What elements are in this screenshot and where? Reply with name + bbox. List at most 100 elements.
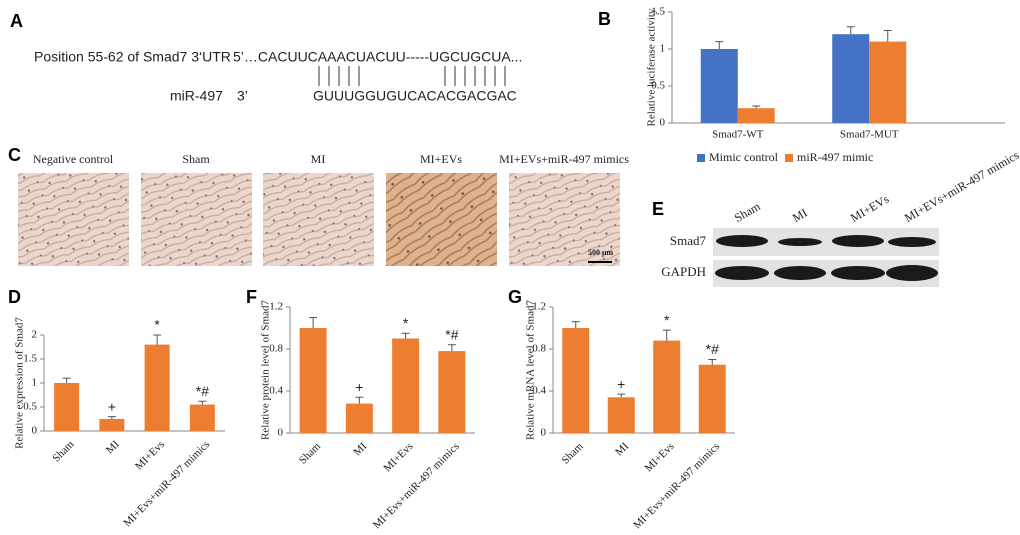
- annotation: +: [355, 379, 363, 395]
- bar: [737, 108, 775, 123]
- micrograph-label: Sham: [182, 152, 210, 166]
- y-tick-label: 0.4: [269, 385, 283, 397]
- y-axis-label: Relative protein level of Smad7: [260, 300, 272, 440]
- y-tick-label: 0.8: [532, 343, 546, 355]
- pairing-lines: [318, 66, 506, 86]
- error-bar: [401, 332, 410, 339]
- panel-e: E Smad7 GAPDH Sham MI MI+EVs MI+EVs+miR-497…: [652, 148, 1020, 287]
- panel-label: B: [598, 9, 611, 29]
- micrograph: [263, 173, 374, 266]
- micrograph-label: MI+EVs+miR-497 mimics: [499, 152, 629, 166]
- x-tick-label: MI+Evs: [643, 440, 677, 474]
- micrograph: [509, 173, 620, 266]
- bar: [392, 338, 420, 433]
- micrograph-label: MI: [311, 152, 326, 166]
- y-tick-label: 1.5: [651, 6, 665, 18]
- mirna-sequence: GUUUGGUGUCACACGACGAC: [313, 88, 517, 104]
- x-tick-label: MI+Evs+miR-497 mimics: [121, 438, 212, 529]
- annotation: *: [664, 312, 670, 328]
- error-bar: [62, 377, 71, 383]
- panel-label: A: [10, 11, 23, 31]
- x-tick-label: Smad7-MUT: [840, 129, 899, 141]
- annotation: *#: [196, 383, 209, 399]
- x-tick-label: MI+Evs: [133, 438, 167, 472]
- mirna-label: miR-497: [170, 88, 223, 104]
- target-label: Position 55-62 of Smad7 3‘UTR: [34, 49, 231, 65]
- y-tick-label: 2: [32, 329, 38, 341]
- error-bar: [708, 359, 717, 365]
- x-tick-label: MI+Evs+miR-497 mimics: [371, 440, 462, 531]
- x-tick-label: Smad7-WT: [712, 129, 764, 141]
- mirna-end: 3’: [237, 88, 248, 104]
- error-bar: [447, 344, 456, 352]
- y-tick-label: 0.5: [651, 80, 665, 92]
- y-tick-label: 1.2: [269, 301, 283, 313]
- error-bar: [153, 334, 162, 345]
- legend-label: Mimic control: [709, 150, 779, 164]
- y-tick-label: 0.8: [269, 343, 283, 355]
- annotation: *: [403, 315, 409, 331]
- y-tick-label: 1: [660, 43, 666, 55]
- x-tick-label: MI: [351, 440, 369, 458]
- x-tick-label: MI+Evs: [381, 440, 415, 474]
- micrograph: [386, 173, 497, 266]
- y-axis-label: Relative expression of Smad7: [14, 317, 26, 449]
- target-sequence: 5’…CACUUCAAACUACUU-----UGCUGCUA...: [233, 49, 522, 65]
- y-tick-label: 0.5: [23, 401, 37, 413]
- bar: [562, 328, 590, 433]
- panel-label: F: [246, 287, 257, 307]
- x-tick-label: Sham: [559, 440, 586, 467]
- annotation: +: [108, 398, 116, 414]
- micrograph: [18, 173, 129, 266]
- bar: [438, 351, 466, 433]
- legend-swatch: [785, 154, 793, 162]
- x-tick-label: MI: [104, 438, 122, 456]
- bar: [144, 344, 170, 431]
- annotation: *: [154, 317, 160, 333]
- bar: [99, 419, 125, 431]
- annotation: *#: [445, 327, 458, 343]
- scale-bar-label: 500 μm: [588, 248, 614, 257]
- x-tick-label: Sham: [50, 438, 77, 465]
- micrograph-label: MI+EVs: [420, 152, 462, 166]
- lane-label: MI: [790, 206, 810, 225]
- error-bar: [752, 105, 761, 109]
- row-label: GAPDH: [661, 264, 706, 279]
- x-tick-label: MI: [613, 440, 631, 458]
- bar: [832, 34, 870, 124]
- y-axis-label: Relative luciferase activity: [646, 8, 658, 126]
- x-tick-label: MI+Evs+miR-497 mimics: [631, 440, 722, 531]
- bar: [345, 403, 373, 433]
- error-bar: [617, 393, 626, 398]
- lane-label: MI+EVs+miR-497 mimics: [902, 148, 1020, 225]
- bar: [54, 383, 80, 431]
- y-tick-label: 1.2: [532, 301, 546, 313]
- error-bar: [198, 400, 207, 405]
- panel-label: C: [8, 145, 21, 165]
- bar: [607, 397, 635, 433]
- bar: [299, 328, 327, 433]
- y-tick-label: 0.4: [532, 385, 546, 397]
- y-tick-label: 1.5: [23, 353, 37, 365]
- bar: [869, 41, 907, 123]
- panel-label: G: [508, 287, 522, 307]
- error-bar: [715, 41, 724, 49]
- y-tick-label: 0: [278, 427, 284, 439]
- y-tick-label: 0: [660, 117, 666, 129]
- annotation: +: [617, 376, 625, 392]
- x-tick-label: Sham: [297, 440, 324, 467]
- annotation: *#: [706, 341, 719, 357]
- error-bar: [662, 329, 671, 341]
- bar: [189, 404, 215, 431]
- error-bar: [846, 26, 855, 35]
- y-tick-label: 0: [32, 425, 38, 437]
- bar: [700, 49, 738, 123]
- bands: [715, 235, 938, 281]
- row-label: Smad7: [670, 233, 707, 248]
- legend-swatch: [697, 154, 705, 162]
- micrograph-label: Negative control: [33, 152, 114, 166]
- y-tick-label: 0: [541, 427, 547, 439]
- y-axis-label: Relative mRNA level of Smad7: [525, 300, 537, 440]
- error-bar: [309, 317, 318, 328]
